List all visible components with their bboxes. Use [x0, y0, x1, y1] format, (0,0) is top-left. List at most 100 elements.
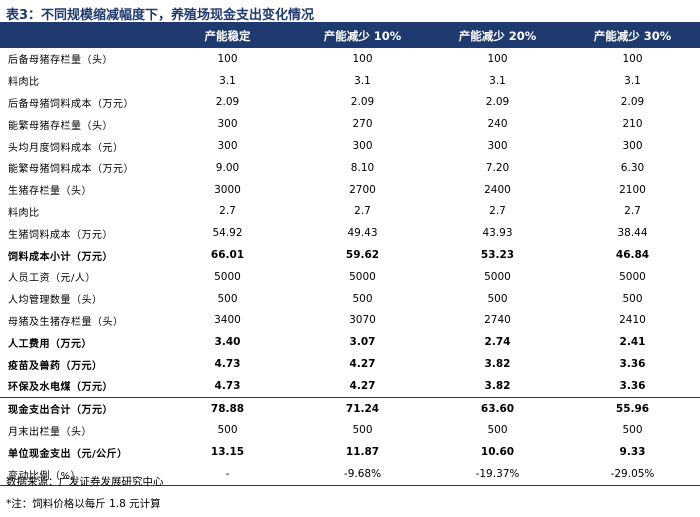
cell-value: 54.92	[212, 227, 243, 240]
table-row: 疫苗及兽药（万元） 4.73 4.27 3.82 3.36	[0, 353, 700, 375]
row-label: 后备母猪存栏量（头）	[8, 55, 113, 67]
cell-value: 66.01	[210, 249, 245, 262]
header-capacity-minus-30: 产能减少 30%	[565, 24, 700, 48]
cell-value: 500	[352, 292, 373, 305]
table-row: 人员工资（元/人） 5000 5000 5000 5000	[0, 266, 700, 288]
cell-value: 5000	[214, 270, 241, 283]
cell-value: 3.07	[349, 336, 376, 349]
table-row: 环保及水电煤（万元） 4.73 4.27 3.82 3.36	[0, 375, 700, 397]
cell-value: 3.1	[489, 74, 506, 87]
table-row: 生猪饲料成本（万元） 54.92 49.43 43.93 38.44	[0, 222, 700, 244]
cell-value: 300	[622, 140, 643, 153]
cell-value: 500	[487, 292, 508, 305]
cell-value: 300	[352, 140, 373, 153]
header-row: 产能稳定 产能减少 10% 产能减少 20% 产能减少 30%	[0, 24, 700, 48]
cell-value: 2.09	[350, 96, 375, 109]
cell-value: 4.73	[214, 358, 241, 371]
cell-value: 59.62	[345, 249, 380, 262]
cell-value: 4.27	[349, 358, 376, 371]
row-label: 环保及水电煤（万元）	[8, 382, 113, 394]
table-row: 能繁母猪饲料成本（万元） 9.00 8.10 7.20 6.30	[0, 157, 700, 179]
cell-value: -19.37%	[430, 463, 565, 486]
data-source: 数据来源：广发证券发展研究中心	[6, 476, 164, 488]
table-title: 表3：不同规模缩减幅度下，养殖场现金支出变化情况	[6, 8, 315, 23]
cell-value: 300	[217, 140, 238, 153]
table-body: 后备母猪存栏量（头） 100 100 100 100 料肉比 3.1 3.1 3.1 3.1 后备母…	[0, 48, 700, 486]
cell-value: 4.73	[214, 379, 241, 392]
cell-value: 13.15	[210, 446, 245, 459]
cell-value: 46.84	[615, 249, 650, 262]
cell-value: 2.7	[624, 205, 641, 218]
cell-value: 500	[217, 292, 238, 305]
table-row: 能繁母猪存栏量（头） 300 270 240 210	[0, 113, 700, 135]
cell-value: 3.36	[619, 379, 646, 392]
cell-value: 240	[487, 118, 508, 131]
table-row: 变动比例（%） - -9.68% -19.37% -29.05%	[0, 463, 700, 486]
header-capacity-minus-20: 产能减少 20%	[430, 24, 565, 48]
cell-value: 2.7	[219, 205, 236, 218]
cell-value: 2740	[484, 314, 511, 327]
table-row: 后备母猪饲料成本（万元） 2.09 2.09 2.09 2.09	[0, 92, 700, 114]
cell-value: 500	[487, 424, 508, 437]
cell-value: 300	[487, 140, 508, 153]
cell-value: 2.09	[485, 96, 510, 109]
row-label: 生猪饲料成本（万元）	[8, 229, 113, 241]
table-row: 单位现金支出（元/公斤） 13.15 11.87 10.60 9.33	[0, 441, 700, 463]
row-label: 后备母猪饲料成本（万元）	[8, 98, 134, 110]
cell-value: 100	[622, 52, 643, 65]
cell-value: 3.1	[219, 74, 236, 87]
cell-value: 49.43	[347, 227, 378, 240]
cell-value: 53.23	[480, 249, 515, 262]
cell-value: 3070	[349, 314, 376, 327]
cell-value: 500	[622, 292, 643, 305]
row-label: 单位现金支出（元/公斤）	[8, 448, 128, 460]
table-row: 月末出栏量（头） 500 500 500 500	[0, 420, 700, 442]
cell-value: 2410	[619, 314, 646, 327]
row-label: 变动比例（%）	[0, 463, 160, 486]
cell-value: 2700	[349, 183, 376, 196]
table-row: 现金支出合计（万元） 78.88 71.24 63.60 55.96	[0, 396, 700, 420]
cell-value: 3400	[214, 314, 241, 327]
table-row: 后备母猪存栏量（头） 100 100 100 100	[0, 48, 700, 70]
cell-value: 71.24	[295, 396, 430, 420]
cell-value: 9.33	[619, 446, 646, 459]
cell-value: 2.09	[620, 96, 645, 109]
cell-value: 2.7	[489, 205, 506, 218]
cell-value: 5000	[619, 270, 646, 283]
footnote: *注：饲料价格以每斤 1.8 元计算	[6, 498, 161, 510]
cell-value: 3.40	[214, 336, 241, 349]
table-row: 料肉比 2.7 2.7 2.7 2.7	[0, 201, 700, 223]
table-row: 母猪及生猪存栏量（头） 3400 3070 2740 2410	[0, 310, 700, 332]
cell-value: 3.1	[624, 74, 641, 87]
cell-value: 500	[352, 424, 373, 437]
table-row: 人工费用（万元） 3.40 3.07 2.74 2.41	[0, 331, 700, 353]
cell-value: 6.30	[620, 161, 645, 174]
row-label: 母猪及生猪存栏量（头）	[8, 316, 124, 328]
header-item-label	[0, 24, 160, 48]
cell-value: 2.09	[215, 96, 240, 109]
header-capacity-stable: 产能稳定	[160, 24, 295, 48]
cell-value: 2400	[484, 183, 511, 196]
row-label: 饲料成本小计（万元）	[8, 251, 113, 263]
table-row: 饲料成本小计（万元） 66.01 59.62 53.23 46.84	[0, 244, 700, 266]
row-label: 人均管理数量（头）	[8, 295, 103, 307]
cell-value: 38.44	[617, 227, 648, 240]
cell-value: 11.87	[345, 446, 380, 459]
cell-value: 4.27	[349, 379, 376, 392]
row-label: 料肉比	[8, 207, 40, 219]
cell-value: 3.36	[619, 358, 646, 371]
cell-value: 55.96	[565, 396, 700, 420]
row-label: 能繁母猪存栏量（头）	[8, 120, 113, 132]
cell-value: 78.88	[160, 396, 295, 420]
cell-value: 2100	[619, 183, 646, 196]
cell-value: 5000	[484, 270, 511, 283]
cash-expense-table: 产能稳定 产能减少 10% 产能减少 20% 产能减少 30% 后备母猪存栏量（…	[0, 24, 700, 486]
cell-value: 100	[217, 52, 238, 65]
cell-value: 270	[352, 118, 373, 131]
row-label: 料肉比	[8, 77, 40, 89]
cell-value: 9.00	[215, 161, 240, 174]
cell-value: 3.82	[484, 358, 511, 371]
row-label: 月末出栏量（头）	[8, 426, 92, 438]
row-label: 现金支出合计（万元）	[0, 396, 160, 420]
row-label: 人员工资（元/人）	[8, 273, 96, 285]
